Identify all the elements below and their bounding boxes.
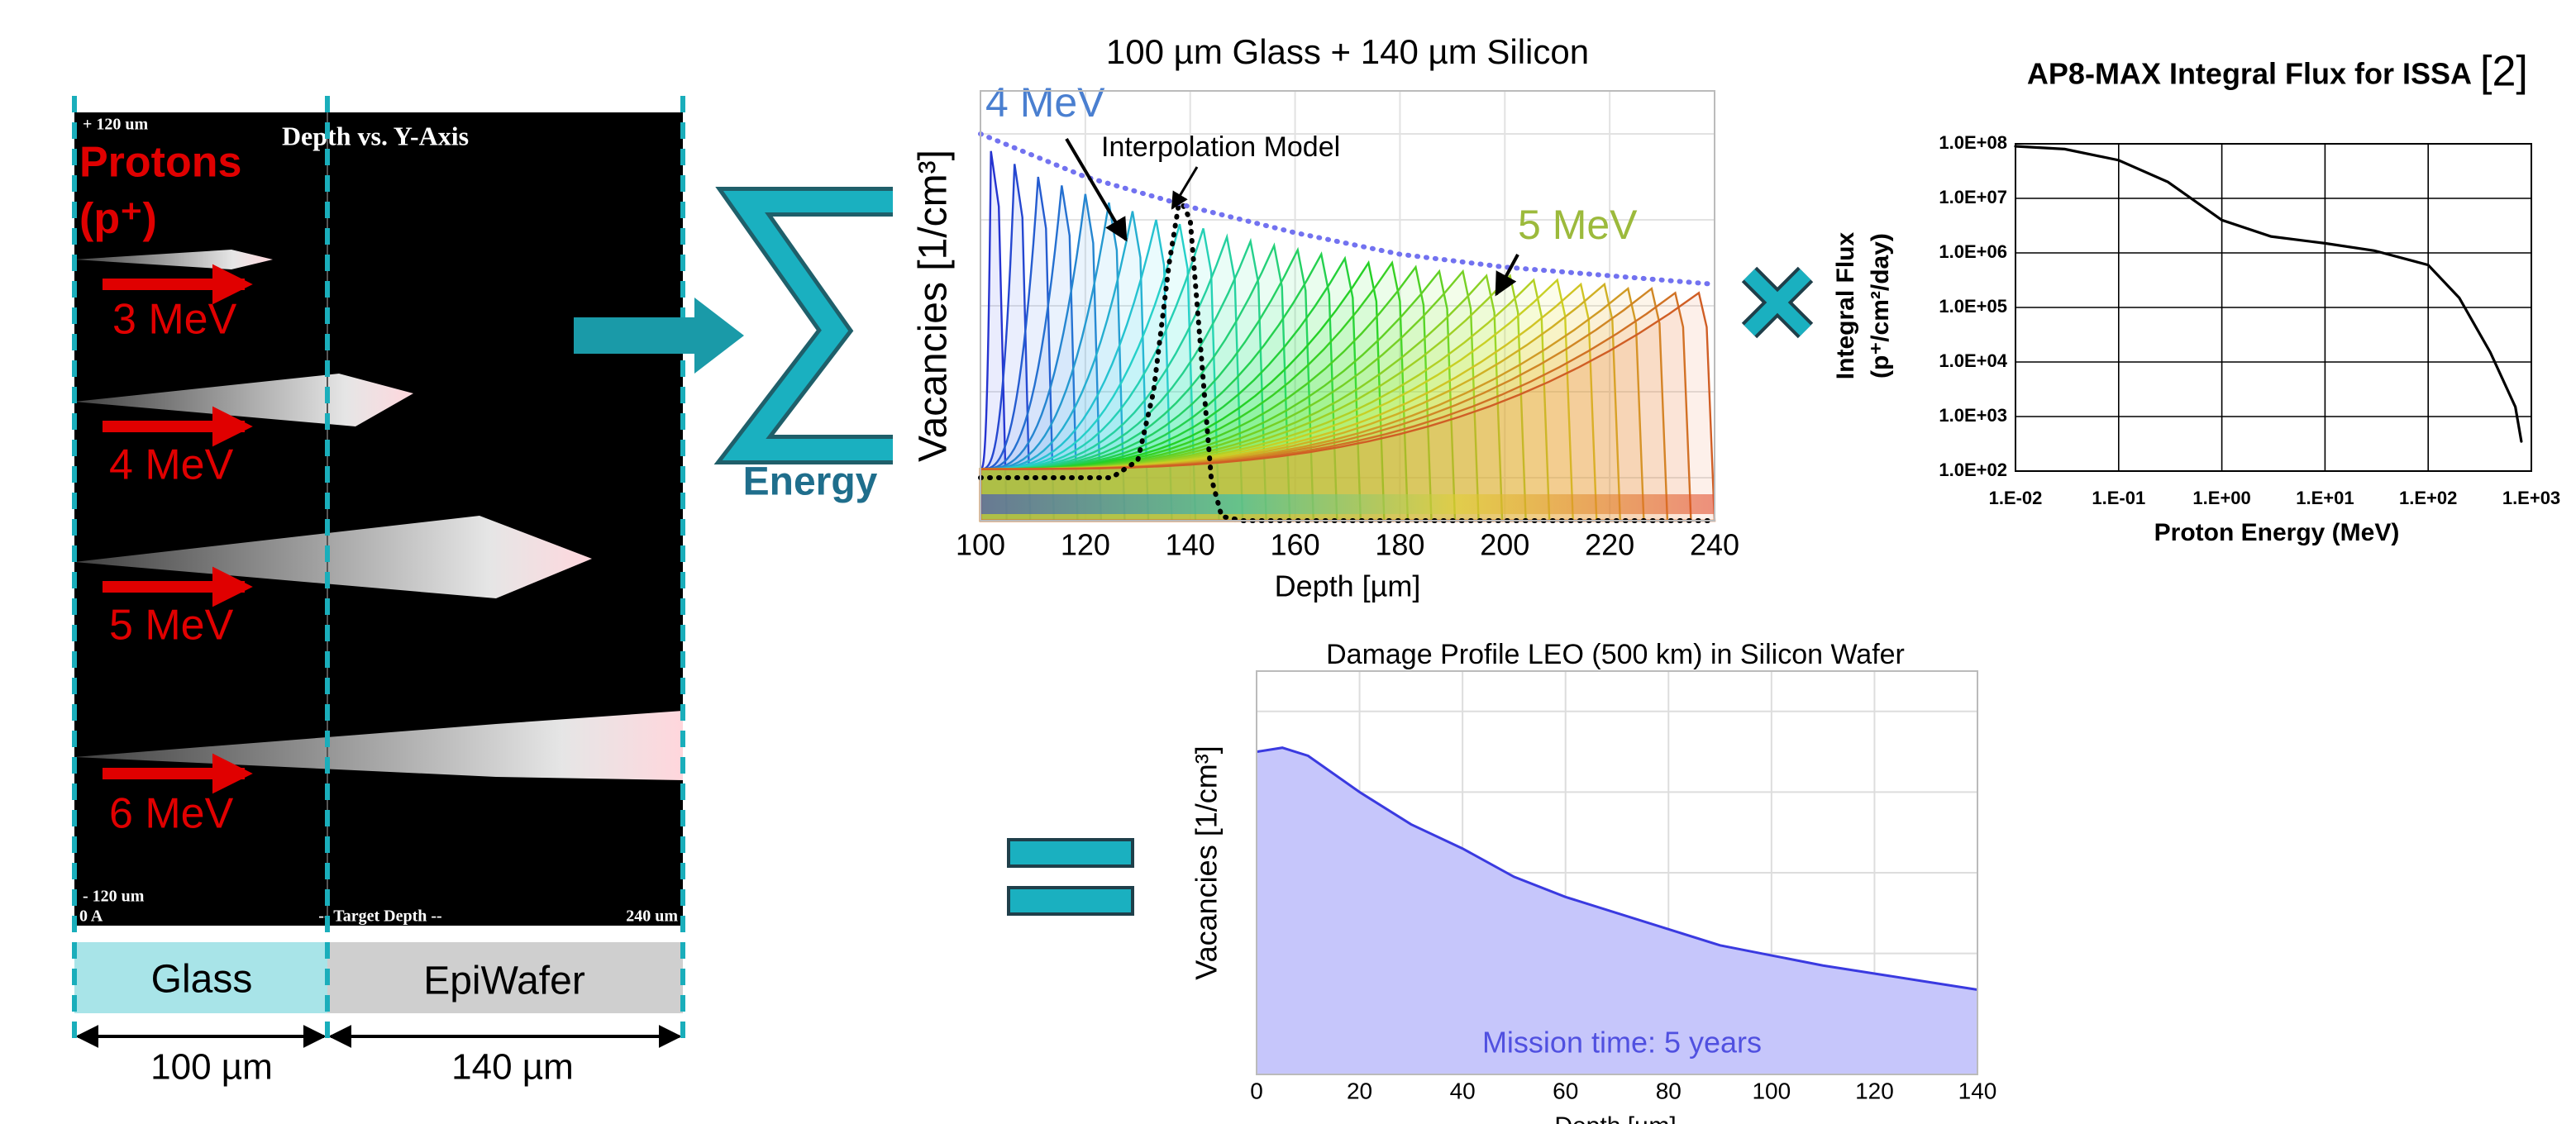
equals-bar: [1009, 840, 1133, 866]
y-axis-label: (p⁺/cm²/day): [1867, 233, 1894, 379]
chart-title: Damage Profile LEO (500 km) in Silicon W…: [1326, 639, 1905, 670]
thickness-label: 140 µm: [451, 1047, 574, 1088]
energy-label: 5 MeV: [109, 602, 234, 650]
x-end-label: 240 um: [626, 907, 678, 926]
x-axis-label: -- Target Depth --: [318, 907, 441, 926]
chart-title: AP8-MAX Integral Flux for ISSA: [2027, 57, 2472, 91]
x-start-label: 0 A: [79, 907, 103, 926]
times-symbol: [1749, 274, 1806, 331]
energy-label: 3 MeV: [112, 296, 237, 344]
chart-title: 100 µm Glass + 140 µm Silicon: [1106, 32, 1589, 71]
y-axis-label: Integral Flux: [1832, 232, 1859, 380]
x-tick-label: 120: [1855, 1078, 1894, 1103]
x-tick-label: 160: [1271, 528, 1320, 562]
x-tick-label: 0: [1250, 1078, 1263, 1103]
y-axis-label: Vacancies [1/cm³]: [912, 150, 956, 462]
noise-band: [980, 494, 1715, 514]
y-top-label: + 120 um: [83, 116, 149, 134]
energy-label: 4 MeV: [109, 441, 234, 489]
x-tick-label: 1.E-02: [1989, 488, 2043, 508]
thickness-label: 100 µm: [150, 1047, 273, 1088]
sum-symbol: [744, 202, 893, 450]
x-tick-label: 1.E+00: [2192, 488, 2250, 508]
x-tick-label: 20: [1347, 1078, 1372, 1103]
annotation: Mission time: 5 years: [1482, 1026, 1762, 1060]
particle-symbol: (p⁺): [79, 195, 157, 243]
x-tick-label: 120: [1061, 528, 1110, 562]
layer-label: EpiWafer: [423, 960, 585, 1003]
annotation: 5 MeV: [1518, 202, 1638, 248]
x-tick-label: 1.E+03: [2502, 488, 2560, 508]
y-tick-label: 1.0E+07: [1939, 187, 2007, 207]
y-axis-label: Vacancies [1/cm³]: [1190, 745, 1224, 979]
x-axis-label: Depth [µm]: [1554, 1112, 1676, 1124]
y-tick-label: 1.0E+03: [1939, 405, 2007, 426]
layer-label: Glass: [151, 958, 253, 1002]
x-axis-label: Proton Energy (MeV): [2154, 519, 2400, 546]
y-tick-label: 1.0E+08: [1939, 132, 2007, 153]
x-tick-label: 140: [1166, 528, 1215, 562]
particle-label: Protons: [79, 139, 241, 187]
y-tick-label: 1.0E+04: [1939, 350, 2007, 371]
x-tick-label: 200: [1480, 528, 1529, 562]
figure: + 120 um Depth vs. Y-Axis - 120 um 0 A -…: [0, 0, 2576, 1124]
x-tick-label: 220: [1585, 528, 1634, 562]
x-tick-label: 40: [1450, 1078, 1476, 1103]
x-tick-label: 1.E+01: [2296, 488, 2354, 508]
x-tick-label: 1.E+02: [2399, 488, 2457, 508]
reference: [2]: [2480, 48, 2528, 96]
simulation-panel: + 120 um Depth vs. Y-Axis - 120 um 0 A -…: [74, 96, 683, 1088]
y-bottom-label: - 120 um: [83, 888, 145, 906]
x-tick-label: 80: [1656, 1078, 1682, 1103]
chart: 100 µm Glass + 140 µm Silicon Depth [µm] V…: [912, 32, 1739, 602]
x-axis-label: Depth [µm]: [1275, 569, 1421, 603]
panel-title: Depth vs. Y-Axis: [282, 121, 469, 150]
chart: AP8-MAX Integral Flux for ISSA[2] Proton …: [1832, 48, 2560, 546]
page: {"left_panel": {"title": "Depth vs. Y-Ax…: [0, 0, 2576, 1124]
x-tick-label: 180: [1375, 528, 1424, 562]
x-tick-label: 1.E-01: [2092, 488, 2145, 508]
x-tick-label: 140: [1958, 1078, 1997, 1103]
y-tick-label: 1.0E+02: [1939, 460, 2007, 480]
x-tick-label: 100: [956, 528, 1005, 562]
x-tick-label: 100: [1752, 1078, 1791, 1103]
annotation: 4 MeV: [985, 79, 1105, 126]
y-tick-label: 1.0E+06: [1939, 241, 2007, 262]
annotation: Interpolation Model: [1101, 131, 1340, 163]
x-tick-label: 240: [1690, 528, 1739, 562]
sum-label: Energy: [743, 460, 878, 504]
chart: Damage Profile LEO (500 km) in Silicon W…: [1190, 639, 1997, 1124]
x-tick-label: 60: [1553, 1078, 1578, 1103]
y-tick-label: 1.0E+05: [1939, 296, 2007, 317]
equals-bar: [1009, 888, 1133, 914]
energy-label: 6 MeV: [109, 790, 234, 838]
